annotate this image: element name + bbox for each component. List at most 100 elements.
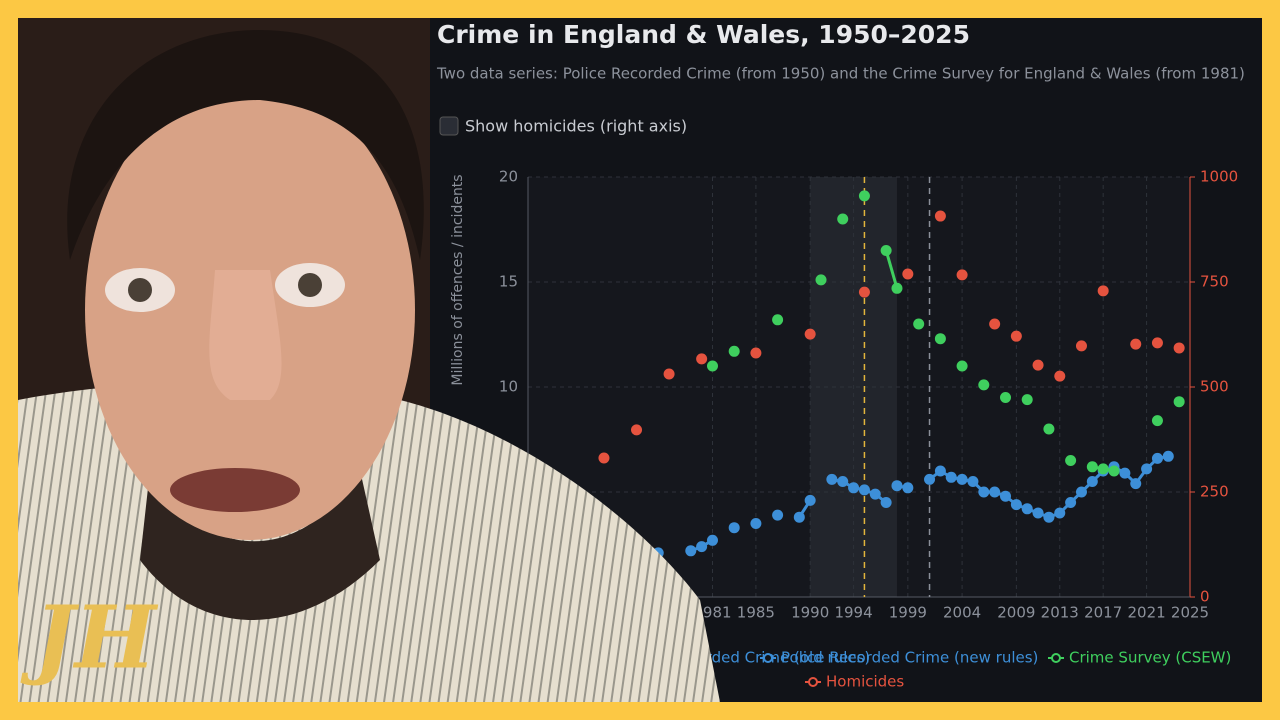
- data-point: [934, 465, 946, 477]
- data-point: [1119, 467, 1131, 479]
- x-tick-label: 1990: [791, 604, 829, 622]
- data-point: [1021, 503, 1033, 515]
- presenter: JH: [18, 18, 720, 702]
- data-point: [902, 482, 914, 494]
- chart: Crime in England & Wales, 1950–2025 Two …: [436, 20, 1245, 691]
- data-point: [967, 476, 979, 487]
- data-point: [1151, 337, 1163, 349]
- presenter-collar: [140, 470, 380, 620]
- x-tick-label: 1985: [737, 604, 775, 622]
- presenter-hair: [67, 30, 424, 260]
- data-point: [696, 353, 708, 365]
- y-axis-label: Millions of offences / incidents: [450, 174, 466, 385]
- data-point: [1065, 497, 1077, 508]
- x-tick-label: 1994: [834, 604, 872, 622]
- x-tick-label: 2025: [1171, 604, 1209, 622]
- data-point: [1032, 359, 1044, 371]
- data-point: [1043, 511, 1055, 523]
- data-point: [1086, 461, 1098, 473]
- data-point: [1151, 452, 1163, 464]
- y2-tick-label: 0: [1200, 588, 1210, 606]
- data-point: [750, 347, 762, 359]
- data-point: [772, 509, 784, 521]
- data-point: [1075, 486, 1087, 498]
- toggle-label[interactable]: Show homicides (right axis): [465, 117, 687, 136]
- data-point: [837, 213, 849, 225]
- data-point: [728, 345, 740, 357]
- chart-subtitle: Two data series: Police Recorded Crime (…: [436, 65, 1245, 83]
- data-point: [1151, 415, 1163, 427]
- data-point: [1173, 342, 1185, 354]
- data-point: [934, 210, 946, 222]
- data-point: [706, 534, 718, 546]
- data-point: [1108, 465, 1120, 477]
- presenter-iris: [298, 273, 322, 297]
- data-point: [891, 282, 903, 294]
- data-point: [1065, 455, 1077, 466]
- y-tick-label: 20: [499, 168, 518, 186]
- x-tick-label: 1999: [889, 604, 927, 622]
- legend-swatch-dot: [808, 677, 818, 687]
- data-point: [706, 360, 718, 372]
- data-point: [1086, 476, 1098, 487]
- data-point: [1075, 340, 1087, 352]
- data-point: [815, 274, 827, 286]
- data-point: [1141, 463, 1153, 475]
- data-point: [1097, 285, 1109, 297]
- data-point: [826, 473, 838, 485]
- data-point: [1173, 396, 1185, 408]
- y2-tick-label: 500: [1200, 378, 1229, 396]
- data-point: [880, 497, 892, 508]
- chart-title: Crime in England & Wales, 1950–2025: [437, 20, 970, 49]
- x-tick-label: 2009: [997, 604, 1035, 622]
- data-point: [934, 333, 946, 345]
- data-point: [772, 314, 784, 326]
- data-point: [1054, 370, 1066, 382]
- data-point: [989, 486, 1001, 498]
- legend-label: Police Recorded Crime (new rules): [781, 649, 1038, 667]
- data-point: [804, 328, 816, 340]
- legend-swatch-dot: [1051, 653, 1061, 663]
- data-point: [1021, 394, 1033, 406]
- data-point: [685, 545, 697, 557]
- data-point: [913, 318, 925, 330]
- data-point: [631, 424, 643, 436]
- data-point: [804, 494, 816, 506]
- data-point: [728, 522, 740, 534]
- data-point: [956, 269, 968, 281]
- y-tick-label: 15: [499, 273, 518, 291]
- x-tick-label: 2013: [1041, 604, 1079, 622]
- presenter-mouth: [170, 468, 300, 512]
- data-point: [945, 471, 957, 483]
- data-point: [837, 476, 849, 487]
- data-point: [1010, 330, 1022, 342]
- data-point: [902, 268, 914, 280]
- x-tick-label: 2017: [1084, 604, 1122, 622]
- legend-swatch-dot: [763, 653, 773, 663]
- data-point: [978, 379, 990, 391]
- legend-label: Homicides: [826, 673, 904, 691]
- data-point: [750, 518, 762, 529]
- data-point: [1000, 392, 1012, 403]
- data-point: [1130, 338, 1142, 350]
- data-point: [891, 480, 903, 492]
- presenter-nose: [209, 270, 282, 400]
- data-point: [858, 484, 870, 496]
- data-point: [598, 452, 610, 464]
- data-point: [869, 488, 881, 500]
- data-point: [1162, 450, 1174, 462]
- presenter-iris: [128, 278, 152, 302]
- x-tick-label: 2021: [1127, 604, 1165, 622]
- y2-tick-label: 750: [1200, 273, 1229, 291]
- data-point: [848, 482, 860, 494]
- data-point: [956, 473, 968, 485]
- data-point: [978, 486, 990, 498]
- data-point: [1097, 463, 1109, 475]
- toggle-checkbox[interactable]: [439, 116, 459, 136]
- legend-label: Crime Survey (CSEW): [1069, 649, 1231, 667]
- x-tick-label: 2004: [943, 604, 981, 622]
- data-point: [924, 473, 936, 485]
- data-point: [1130, 478, 1142, 490]
- data-point: [1000, 490, 1012, 502]
- series-segment: [884, 250, 899, 289]
